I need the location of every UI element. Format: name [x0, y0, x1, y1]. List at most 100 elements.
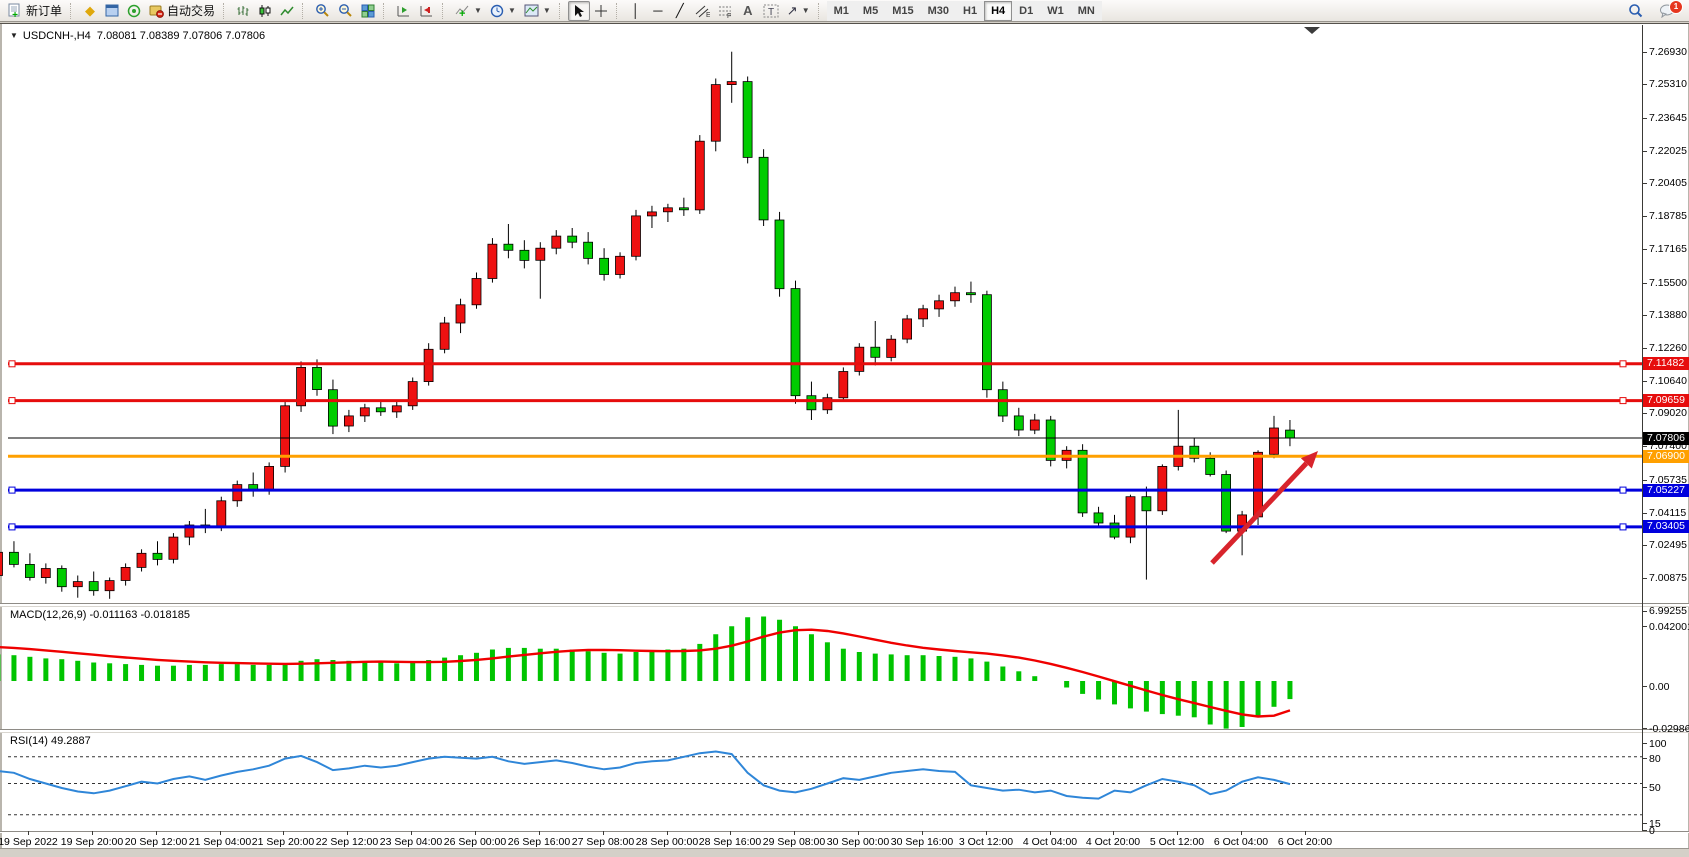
time-axis-label[interactable]: 23 Sep 04:00 — [379, 836, 443, 848]
main-price-pane[interactable] — [0, 25, 1642, 603]
indicators-button[interactable]: + ▼ — [451, 1, 486, 21]
channel-icon: E — [695, 5, 710, 18]
time-axis-label[interactable]: 26 Sep 16:00 — [507, 836, 571, 848]
pane-splitter[interactable] — [0, 603, 1689, 607]
timeframe-M30[interactable]: M30 — [920, 0, 956, 21]
price-axis-label: 7.25310 — [1649, 78, 1687, 90]
time-axis-label[interactable]: 19 Sep 20:00 — [60, 836, 124, 848]
time-axis-label[interactable]: 26 Sep 00:00 — [443, 836, 507, 848]
one-click-trading-toggle-icon[interactable]: ▼ — [10, 31, 18, 40]
time-axis-label[interactable]: 6 Oct 04:00 — [1213, 836, 1269, 848]
text-label-button[interactable]: T — [759, 1, 783, 21]
hline-7.05227[interactable] — [8, 486, 1642, 494]
price-axis-label: 7.00875 — [1649, 572, 1687, 584]
time-axis-label[interactable]: 29 Sep 08:00 — [762, 836, 826, 848]
time-axis-label[interactable]: 3 Oct 12:00 — [958, 836, 1014, 848]
time-axis-label[interactable]: 20 Sep 12:00 — [124, 836, 188, 848]
price-axis-tick — [1642, 348, 1647, 349]
price-axis-tick — [1642, 283, 1647, 284]
market-watch-button[interactable] — [101, 1, 123, 21]
time-axis-label[interactable]: 4 Oct 20:00 — [1085, 836, 1141, 848]
price-axis-label: 7.10640 — [1649, 375, 1687, 387]
autotrading-icon — [149, 5, 164, 18]
macd-pane[interactable] — [0, 605, 1642, 729]
price-axis-label: 7.09020 — [1649, 407, 1687, 419]
periods-button[interactable]: ▼ — [486, 1, 520, 21]
signals-button[interactable] — [123, 1, 145, 21]
autotrading-label: 自动交易 — [167, 4, 216, 18]
crosshair-button[interactable] — [590, 1, 612, 21]
time-axis-label[interactable]: 27 Sep 08:00 — [571, 836, 635, 848]
vertical-line-button[interactable]: │ — [625, 1, 647, 21]
time-axis-label[interactable]: 22 Sep 12:00 — [315, 836, 379, 848]
templates-button[interactable]: ▼ — [520, 1, 555, 21]
timeframe-M5[interactable]: M5 — [855, 0, 886, 21]
price-axis-tick — [1642, 249, 1647, 250]
cursor-icon — [574, 4, 584, 17]
time-axis-tick — [539, 831, 540, 835]
timeframe-M15[interactable]: M15 — [885, 0, 921, 21]
equidistant-channel-button[interactable]: E — [691, 1, 714, 21]
hline-7.03405[interactable] — [8, 523, 1642, 531]
time-axis-label[interactable]: 5 Oct 12:00 — [1149, 836, 1205, 848]
candlestick-series — [0, 51, 1295, 599]
trendline-button[interactable]: ╱ — [669, 1, 691, 21]
macd-signal-line — [0, 628, 1291, 718]
zoom-in-button[interactable] — [311, 1, 334, 21]
price-tag-7.05227: 7.05227 — [1643, 484, 1689, 497]
time-axis-label[interactable]: 28 Sep 00:00 — [635, 836, 699, 848]
arrows-button[interactable]: ↗ ▼ — [783, 1, 814, 21]
cursor-button[interactable] — [567, 0, 590, 21]
time-axis-tick — [858, 831, 859, 835]
bar-chart-button[interactable] — [232, 1, 254, 21]
zoom-out-button[interactable] — [334, 1, 357, 21]
time-axis-label[interactable]: 21 Sep 04:00 — [188, 836, 252, 848]
time-axis-label[interactable]: 28 Sep 16:00 — [698, 836, 762, 848]
candlestick-chart-button[interactable] — [254, 1, 276, 21]
price-axis-label: 7.17165 — [1649, 243, 1687, 255]
price-axis-label: 7.18785 — [1649, 210, 1687, 222]
pane-splitter[interactable] — [0, 729, 1689, 733]
timeframe-H1[interactable]: H1 — [956, 0, 985, 21]
chart-window: ▼ USDCNH-,H4 7.08081 7.08389 7.07806 7.07… — [0, 23, 1689, 857]
time-axis-label[interactable]: 21 Sep 20:00 — [251, 836, 315, 848]
candlestick-icon — [259, 4, 271, 17]
price-tag-7.07806: 7.07806 — [1643, 432, 1689, 445]
time-axis-tick — [156, 831, 157, 835]
rsi-pane[interactable] — [0, 731, 1642, 831]
search-button[interactable] — [1624, 1, 1647, 21]
trend-arrow[interactable] — [1210, 451, 1318, 565]
chart-shift-button[interactable] — [415, 1, 438, 21]
timeframe-W1[interactable]: W1 — [1040, 0, 1071, 21]
price-axis-tick — [1642, 315, 1647, 316]
time-axis-label[interactable]: 30 Sep 00:00 — [826, 836, 890, 848]
search-icon — [1629, 4, 1643, 18]
time-axis-label[interactable]: 4 Oct 04:00 — [1022, 836, 1078, 848]
hline-7.09659[interactable] — [8, 397, 1642, 405]
horizontal-line-button[interactable]: ─ — [647, 1, 669, 21]
time-axis-label[interactable]: 30 Sep 16:00 — [890, 836, 954, 848]
chat-button[interactable]: 1 — [1655, 0, 1683, 21]
line-chart-button[interactable] — [276, 1, 298, 21]
auto-scroll-button[interactable] — [392, 1, 415, 21]
toolbar-separator — [615, 2, 621, 19]
hline-7.11482[interactable] — [8, 360, 1642, 368]
time-axis-label[interactable]: 6 Oct 20:00 — [1277, 836, 1333, 848]
tile-windows-button[interactable] — [357, 1, 379, 21]
quotes-button[interactable]: ◆ — [79, 1, 101, 21]
price-axis-label: 7.02495 — [1649, 539, 1687, 551]
timeframe-D1[interactable]: D1 — [1012, 0, 1041, 21]
rsi-axis-label: 0 — [1649, 825, 1655, 837]
timeframe-MN[interactable]: MN — [1070, 0, 1102, 21]
timeframe-M1[interactable]: M1 — [826, 0, 856, 21]
text-button[interactable]: A — [737, 1, 759, 21]
new-order-button[interactable]: + 新订单 — [4, 1, 66, 21]
time-axis-label[interactable]: 19 Sep 2022 — [0, 836, 58, 848]
rsi-axis-tick — [1642, 823, 1647, 824]
toolbar: + 新订单 ◆ 自动交易 + ▼ ▼ ▼ │ ─ ╱ E F A T ↗ ▼ M1 M… — [0, 0, 1689, 22]
price-axis-label: 6.99255 — [1649, 605, 1687, 617]
autotrading-button[interactable]: 自动交易 — [145, 1, 219, 21]
fibonacci-button[interactable]: F — [714, 1, 737, 21]
time-axis-tick — [28, 831, 29, 835]
timeframe-H4[interactable]: H4 — [984, 0, 1013, 21]
